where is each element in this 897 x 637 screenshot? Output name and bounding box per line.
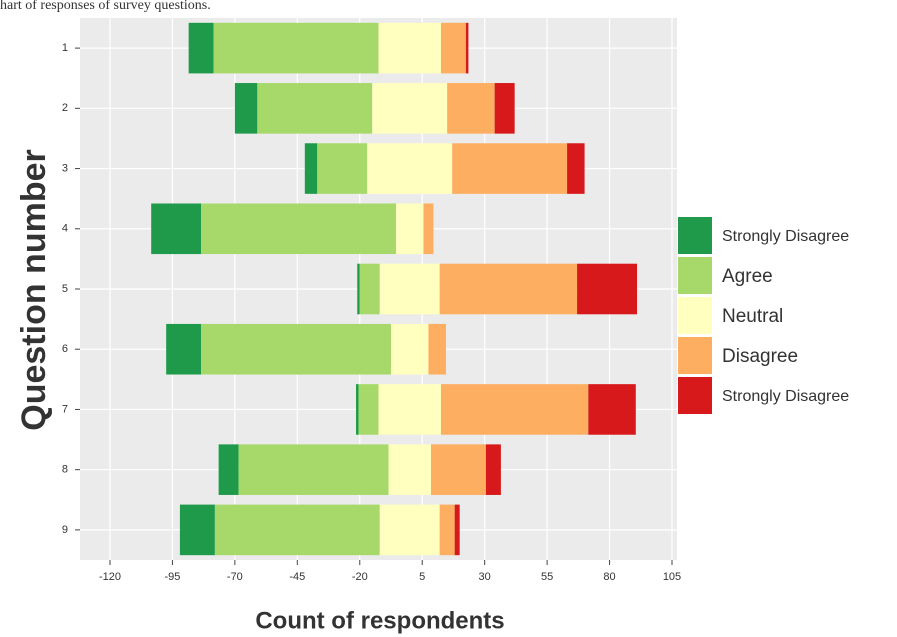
bar-segment	[439, 504, 455, 556]
y-axis-label: Question number	[15, 149, 53, 430]
y-tick-label: 1	[62, 42, 68, 54]
bar-segment	[378, 384, 441, 435]
bar-segment	[577, 263, 638, 315]
bar-segment	[151, 203, 202, 255]
y-tick-label: 6	[62, 343, 68, 355]
x-tick-label: 30	[479, 571, 491, 583]
bar-segment	[485, 444, 501, 495]
x-tick-label: -70	[227, 571, 243, 583]
bar-segment	[567, 143, 585, 194]
bar-segment	[356, 384, 359, 435]
x-tick-label: -120	[99, 571, 121, 583]
y-tick-label: 8	[62, 464, 68, 476]
y-tick-label: 7	[62, 403, 68, 415]
bar-segment	[304, 143, 318, 194]
bar-segment	[452, 143, 568, 194]
bar-segment	[201, 203, 396, 255]
legend-swatch	[678, 217, 712, 254]
y-tick-label: 4	[62, 223, 68, 235]
bar-segment	[440, 384, 589, 435]
x-tick-label: 80	[603, 571, 615, 583]
bar-segment	[423, 203, 434, 255]
x-tick-label: -20	[352, 571, 368, 583]
x-tick-label: -45	[289, 571, 305, 583]
bar-segment	[234, 83, 258, 134]
legend-label: Neutral	[722, 306, 783, 327]
bar-segment	[367, 143, 453, 194]
bar-segment	[454, 504, 460, 556]
x-tick-label: 5	[419, 571, 425, 583]
bar-segment	[372, 83, 448, 134]
bar-segment	[358, 384, 379, 435]
bar-segment	[440, 22, 466, 74]
bar-segment	[359, 263, 380, 315]
y-tick-label: 9	[62, 524, 68, 536]
bar-segment	[357, 263, 360, 315]
bar-segment	[379, 263, 440, 315]
bar-segment	[388, 444, 431, 495]
y-tick-label: 5	[62, 283, 68, 295]
bar-segment	[257, 83, 373, 134]
legend-swatch	[678, 257, 712, 294]
bar-segment	[447, 83, 495, 134]
bar-segment	[439, 263, 578, 315]
bar-segment	[201, 323, 391, 375]
legend-label: Disagree	[722, 346, 798, 367]
bar-segment	[218, 444, 239, 495]
axes: -120 -95 -70 -45 -20 5 30 55 80 105 1 2 3 4 5 6 7 8 9	[62, 42, 681, 583]
legend: Strongly Disagree Agree Neutral Disagree Str…	[678, 217, 849, 414]
x-axis-label: Count of respondents	[255, 607, 504, 634]
bar-segment	[494, 83, 515, 134]
legend-label: Strongly Disagree	[722, 388, 849, 405]
chart-title: hart of responses of survey questions.	[0, 0, 211, 13]
legend-swatch	[678, 377, 712, 414]
legend-swatch	[678, 337, 712, 374]
bars	[151, 22, 638, 556]
bar-segment	[213, 22, 379, 74]
y-tick-label: 3	[62, 162, 68, 174]
bar-segment	[430, 444, 486, 495]
bar-segment	[378, 22, 441, 74]
legend-label: Strongly Disagree	[722, 228, 849, 245]
bar-segment	[588, 384, 636, 435]
bar-segment	[214, 504, 380, 556]
bar-segment	[395, 203, 424, 255]
bar-segment	[188, 22, 214, 74]
bar-segment	[238, 444, 389, 495]
y-tick-label: 2	[62, 102, 68, 114]
bar-segment	[179, 504, 215, 556]
bar-segment	[166, 323, 202, 375]
bar-segment	[465, 22, 469, 74]
legend-label: Agree	[722, 266, 773, 287]
x-tick-label: 55	[541, 571, 553, 583]
bar-segment	[317, 143, 368, 194]
bar-segment	[390, 323, 429, 375]
bar-segment	[428, 323, 446, 375]
x-tick-label: -95	[164, 571, 180, 583]
legend-swatch	[678, 297, 712, 334]
x-tick-label: 105	[663, 571, 681, 583]
bar-segment	[379, 504, 440, 556]
